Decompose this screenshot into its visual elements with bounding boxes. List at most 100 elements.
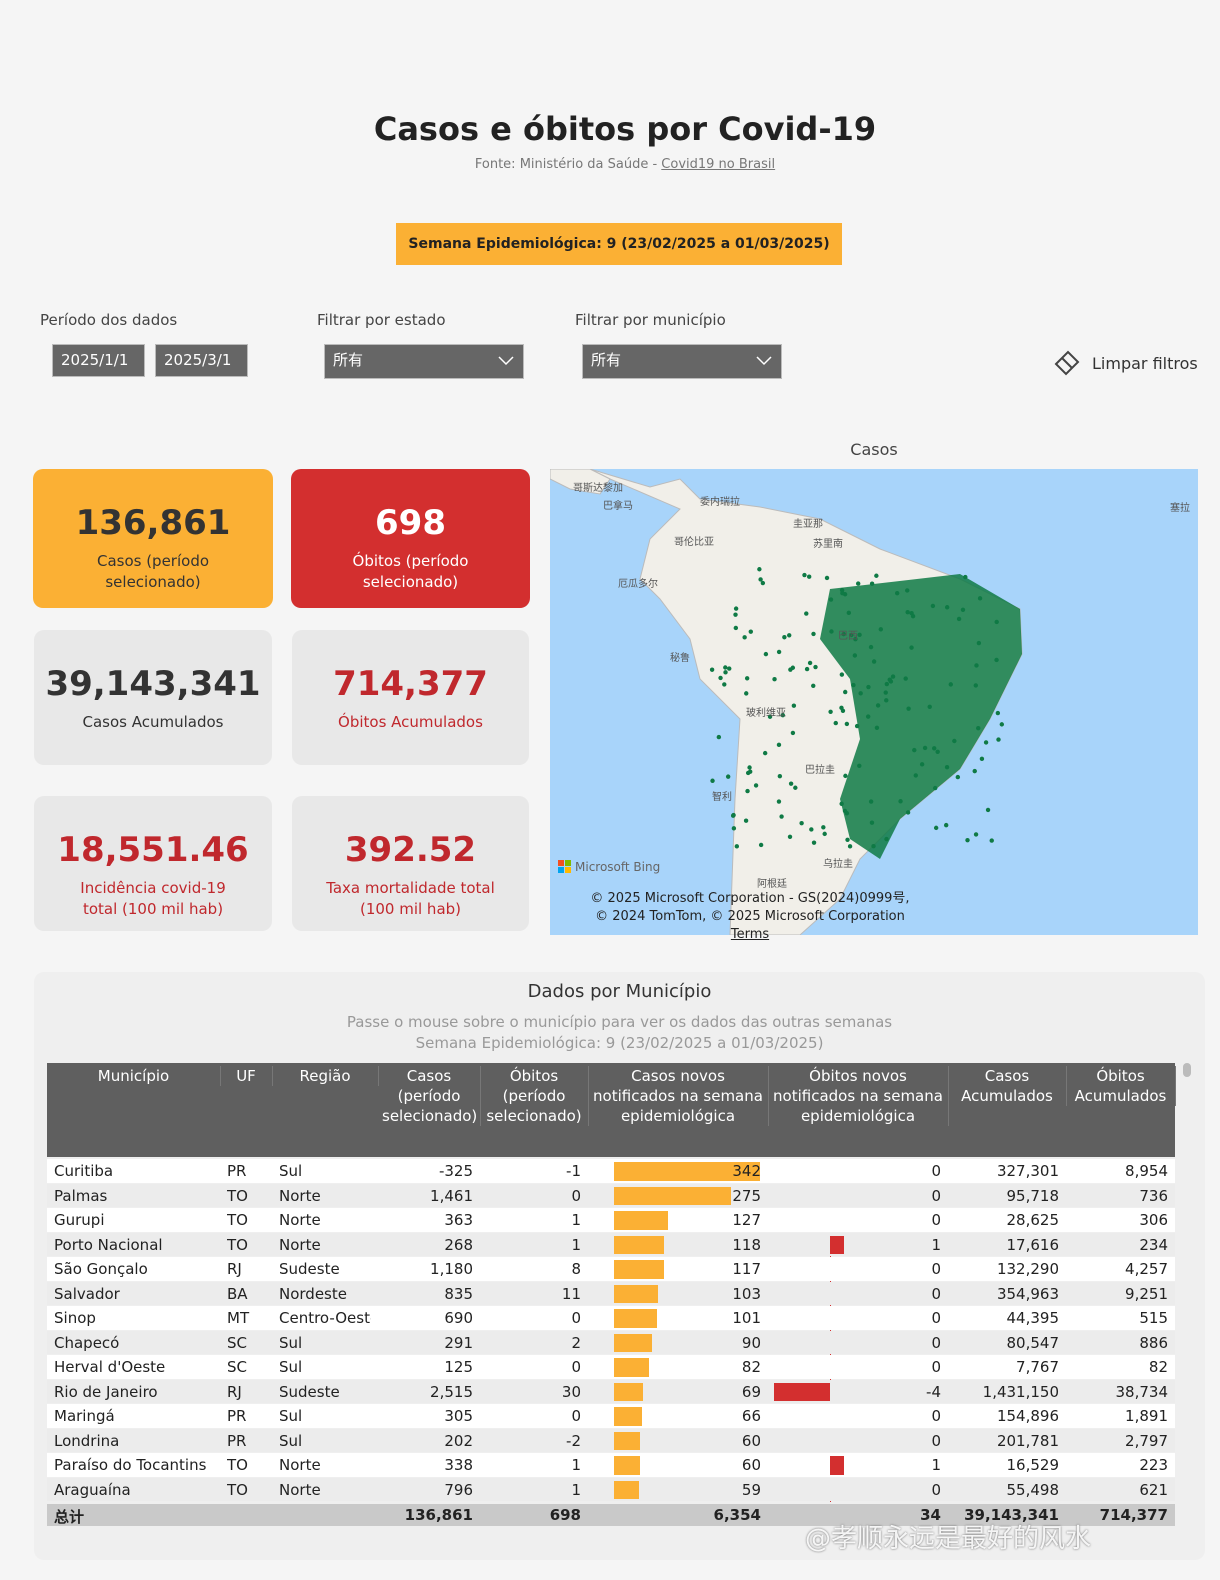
- kpi-value: 136,861: [75, 503, 231, 543]
- table-cell: 1: [571, 1235, 581, 1254]
- column-header[interactable]: UF: [220, 1066, 273, 1086]
- table-cell: -2: [566, 1431, 581, 1450]
- table-cell: Gurupi: [54, 1211, 105, 1229]
- table-cell: TO: [227, 1480, 248, 1499]
- column-header[interactable]: Óbitos Acumulados: [1066, 1066, 1176, 1106]
- source-link[interactable]: Covid19 no Brasil: [661, 157, 776, 172]
- table-cell: 0: [571, 1358, 581, 1376]
- data-bar: [614, 1382, 644, 1401]
- filter-label: Período dos dados: [40, 311, 178, 329]
- filter-label: Filtrar por município: [575, 311, 726, 329]
- map-point: [930, 603, 936, 609]
- column-header[interactable]: Região: [272, 1066, 379, 1086]
- map-point: [811, 840, 817, 845]
- municipality-dropdown[interactable]: 所有: [582, 344, 782, 379]
- clear-filters[interactable]: Limpar filtros: [1052, 348, 1198, 378]
- table-row: [47, 1257, 1175, 1281]
- map-point: [865, 714, 871, 719]
- kpi-card: 714,377 Óbitos Acumulados: [292, 630, 529, 765]
- kpi-value: 39,143,341: [45, 664, 261, 704]
- table-cell: 59: [741, 1480, 761, 1499]
- map-point: [994, 657, 999, 663]
- map-point: [922, 745, 928, 751]
- data-bar: [614, 1431, 640, 1450]
- map-point: [979, 756, 985, 762]
- table-cell: 201,781: [996, 1431, 1059, 1450]
- map-point: [793, 785, 798, 790]
- table-cell: 0: [931, 1407, 941, 1425]
- title: Casos e óbitos por Covid-19: [373, 110, 877, 148]
- map-point: [874, 573, 879, 578]
- map-point: [842, 808, 848, 814]
- kpi-card: 136,861 Casos (período selecionado): [33, 469, 273, 608]
- table-cell: Sul: [279, 1333, 303, 1352]
- map-point: [905, 810, 911, 815]
- map-label: 巴拉圭: [805, 763, 835, 776]
- map-point: [776, 742, 782, 748]
- map-point: [744, 691, 749, 696]
- map-point: [804, 611, 809, 616]
- column-header[interactable]: Óbitos novos notificados na semana epide…: [768, 1066, 949, 1126]
- map-point: [875, 703, 881, 708]
- kpi-label: Taxa mortalidade total (100 mil hab): [326, 879, 495, 918]
- map-label: 智利: [712, 790, 732, 803]
- column-header[interactable]: Município: [47, 1066, 221, 1086]
- terms-link[interactable]: Terms: [730, 927, 770, 942]
- map-point: [963, 574, 968, 580]
- date-end[interactable]: 2025/3/1: [155, 344, 248, 377]
- table-cell: 1,891: [1125, 1407, 1168, 1425]
- table-cell: 82: [1148, 1358, 1168, 1376]
- table-row: [47, 1428, 1175, 1452]
- total-cell: 136,861: [404, 1506, 473, 1524]
- table-cell: 7,767: [1016, 1358, 1059, 1376]
- map-point: [857, 763, 862, 768]
- map-point: [828, 709, 833, 714]
- map-point: [745, 788, 750, 794]
- map-point: [898, 799, 903, 804]
- column-header[interactable]: Óbitos (período selecionado): [480, 1066, 589, 1126]
- table-title: Dados por Município: [527, 981, 712, 1002]
- map-point: [787, 633, 792, 638]
- table-cell: 9,251: [1125, 1284, 1168, 1303]
- table-row: [47, 1379, 1175, 1403]
- table-cell: 342: [732, 1162, 761, 1180]
- table-cell: 95,718: [1006, 1186, 1060, 1205]
- column-header[interactable]: Casos novos notificados na semana epidem…: [588, 1066, 769, 1126]
- total-cell: 6,354: [713, 1506, 761, 1524]
- data-bar: [614, 1480, 640, 1499]
- scrollbar[interactable]: [1183, 1063, 1191, 1077]
- column-header[interactable]: Casos (período selecionado): [378, 1066, 481, 1126]
- map-point: [933, 825, 939, 831]
- total-label: 总计: [54, 1508, 85, 1526]
- table-cell: 8: [571, 1260, 581, 1278]
- map-point: [757, 567, 762, 572]
- date-start[interactable]: 2025/1/1: [52, 344, 145, 377]
- table-row: [47, 1281, 1175, 1305]
- state-dropdown[interactable]: 所有: [324, 344, 524, 379]
- map-point: [976, 640, 982, 646]
- kpi-card: 698 Óbitos (período selecionado): [291, 469, 530, 608]
- table-cell: 28,625: [1006, 1211, 1060, 1229]
- data-bar: [830, 1456, 844, 1475]
- map-point: [895, 590, 900, 596]
- table-cell: 291: [444, 1333, 473, 1352]
- column-header[interactable]: Casos Acumulados: [948, 1066, 1067, 1106]
- map-point: [856, 581, 861, 586]
- map-point: [748, 769, 753, 774]
- table-cell: TO: [227, 1211, 248, 1229]
- table-cell: Chapecó: [54, 1333, 120, 1352]
- table-cell: Sul: [279, 1431, 303, 1450]
- map-point: [782, 635, 787, 640]
- map-label: 塞拉: [1170, 501, 1190, 514]
- map-point: [871, 843, 876, 849]
- map-attribution: © 2025 Microsoft Corporation - GS(2024)0…: [585, 890, 915, 944]
- kpi-value: 18,551.46: [57, 830, 249, 870]
- map-point: [839, 705, 844, 711]
- map-label: 委内瑞拉: [700, 495, 740, 508]
- map-label: 秘鲁: [670, 651, 690, 664]
- table-row: [47, 1404, 1175, 1428]
- total-cell: 34: [920, 1506, 941, 1524]
- kpi-card: 18,551.46 Incidência covid-19 total (100 …: [34, 796, 272, 931]
- map-point: [843, 773, 848, 779]
